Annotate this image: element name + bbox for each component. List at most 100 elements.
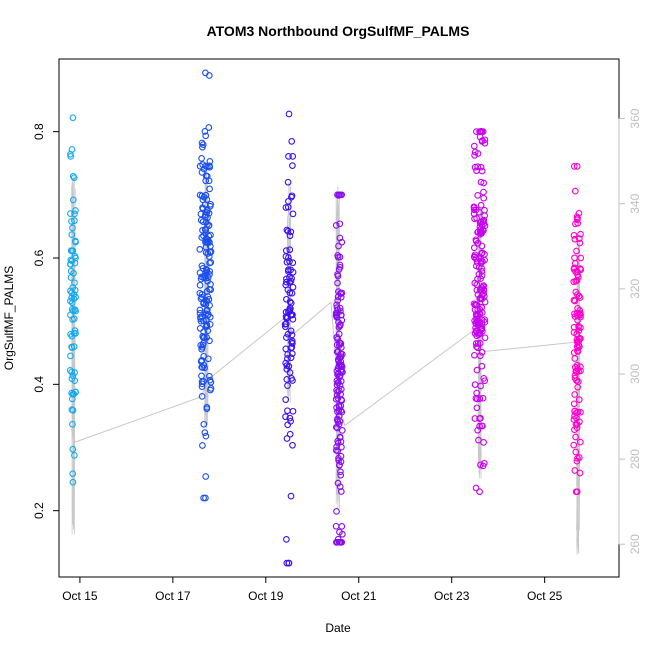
data-point	[572, 488, 580, 496]
axes: Oct 15 Oct 17 Oct 19 Oct 21 Oct 23 Oct 25 0.2 0…	[32, 108, 642, 603]
data-point	[477, 257, 485, 265]
data-point	[477, 128, 485, 135]
data-point	[338, 427, 346, 434]
right-y-tick-label: 280	[628, 449, 642, 469]
data-point	[70, 295, 78, 303]
data-point	[480, 286, 488, 293]
data-point	[477, 163, 485, 171]
data-point	[335, 242, 342, 250]
data-point	[207, 286, 215, 294]
data-point	[573, 343, 581, 350]
data-point	[286, 304, 294, 312]
data-point	[200, 328, 207, 336]
data-point	[337, 458, 345, 466]
data-point	[334, 271, 341, 278]
data-point	[205, 253, 213, 260]
data-point	[67, 352, 74, 360]
data-point	[206, 185, 213, 193]
data-point	[69, 390, 77, 398]
x-axis-label: Date	[325, 621, 351, 635]
data-point	[571, 391, 579, 398]
data-point	[205, 311, 212, 318]
data-point	[284, 421, 292, 429]
data-point	[334, 306, 342, 314]
data-point	[286, 258, 293, 265]
data-point	[197, 342, 205, 349]
data-point	[571, 355, 579, 362]
data-point	[286, 278, 293, 286]
data-point	[203, 321, 211, 329]
data-point	[337, 350, 345, 358]
data-point	[571, 467, 579, 474]
data-point	[206, 202, 214, 210]
data-point	[68, 368, 76, 376]
data-point	[480, 375, 488, 382]
data-point	[573, 291, 581, 298]
data-point	[286, 298, 294, 306]
data-point	[470, 206, 478, 214]
data-point	[477, 295, 485, 302]
data-point	[471, 330, 479, 337]
data-point	[286, 289, 294, 297]
data-point	[472, 236, 480, 244]
data-point	[203, 405, 211, 413]
data-point	[69, 196, 77, 204]
data-point	[332, 222, 340, 229]
data-point	[477, 461, 484, 469]
data-point	[199, 265, 207, 272]
data-point	[333, 377, 341, 385]
data-point	[570, 231, 578, 239]
data-point	[197, 313, 204, 321]
flight-group	[196, 69, 215, 502]
data-point	[68, 332, 76, 340]
data-point	[287, 277, 295, 285]
data-point	[283, 362, 291, 369]
data-point	[288, 331, 296, 339]
data-point	[476, 415, 483, 422]
data-point	[71, 210, 78, 218]
data-point	[471, 253, 478, 261]
data-point	[474, 306, 482, 313]
data-point	[480, 220, 488, 228]
data-point	[575, 322, 582, 330]
y-tick-label: 0.8	[32, 123, 46, 140]
data-point	[337, 390, 344, 398]
data-point	[478, 167, 486, 175]
data-point	[203, 218, 210, 226]
data-point	[288, 192, 296, 200]
data-point	[576, 469, 584, 477]
data-point	[481, 250, 488, 258]
data-point	[574, 304, 581, 312]
right-y-tick-label: 260	[628, 534, 642, 554]
data-point	[577, 254, 585, 262]
x-tick-label: Oct 25	[527, 589, 563, 603]
data-point	[196, 281, 204, 289]
chart-title: ATOM3 Northbound OrgSulfMF_PALMS	[207, 23, 470, 39]
data-point	[575, 396, 583, 403]
data-point	[199, 364, 206, 371]
data-point	[198, 393, 206, 400]
data-point	[200, 494, 207, 502]
data-point	[198, 378, 206, 386]
data-point	[333, 348, 341, 356]
data-point	[477, 286, 485, 294]
data-point	[336, 461, 343, 469]
data-point	[207, 259, 215, 266]
data-point	[203, 297, 211, 305]
data-point	[573, 409, 580, 417]
data-point	[478, 348, 486, 356]
data-point	[198, 139, 206, 147]
data-point	[202, 132, 210, 140]
data-point	[72, 238, 79, 246]
data-point	[333, 443, 340, 451]
y-tick-label: 0.2	[32, 502, 46, 519]
data-point	[289, 283, 297, 291]
data-point	[575, 292, 583, 300]
x-tick-label: Oct 19	[248, 589, 284, 603]
data-point	[577, 266, 585, 274]
right-y-tick-label: 320	[628, 279, 642, 299]
data-point	[282, 413, 289, 421]
data-point	[205, 124, 213, 131]
data-point	[69, 420, 76, 428]
